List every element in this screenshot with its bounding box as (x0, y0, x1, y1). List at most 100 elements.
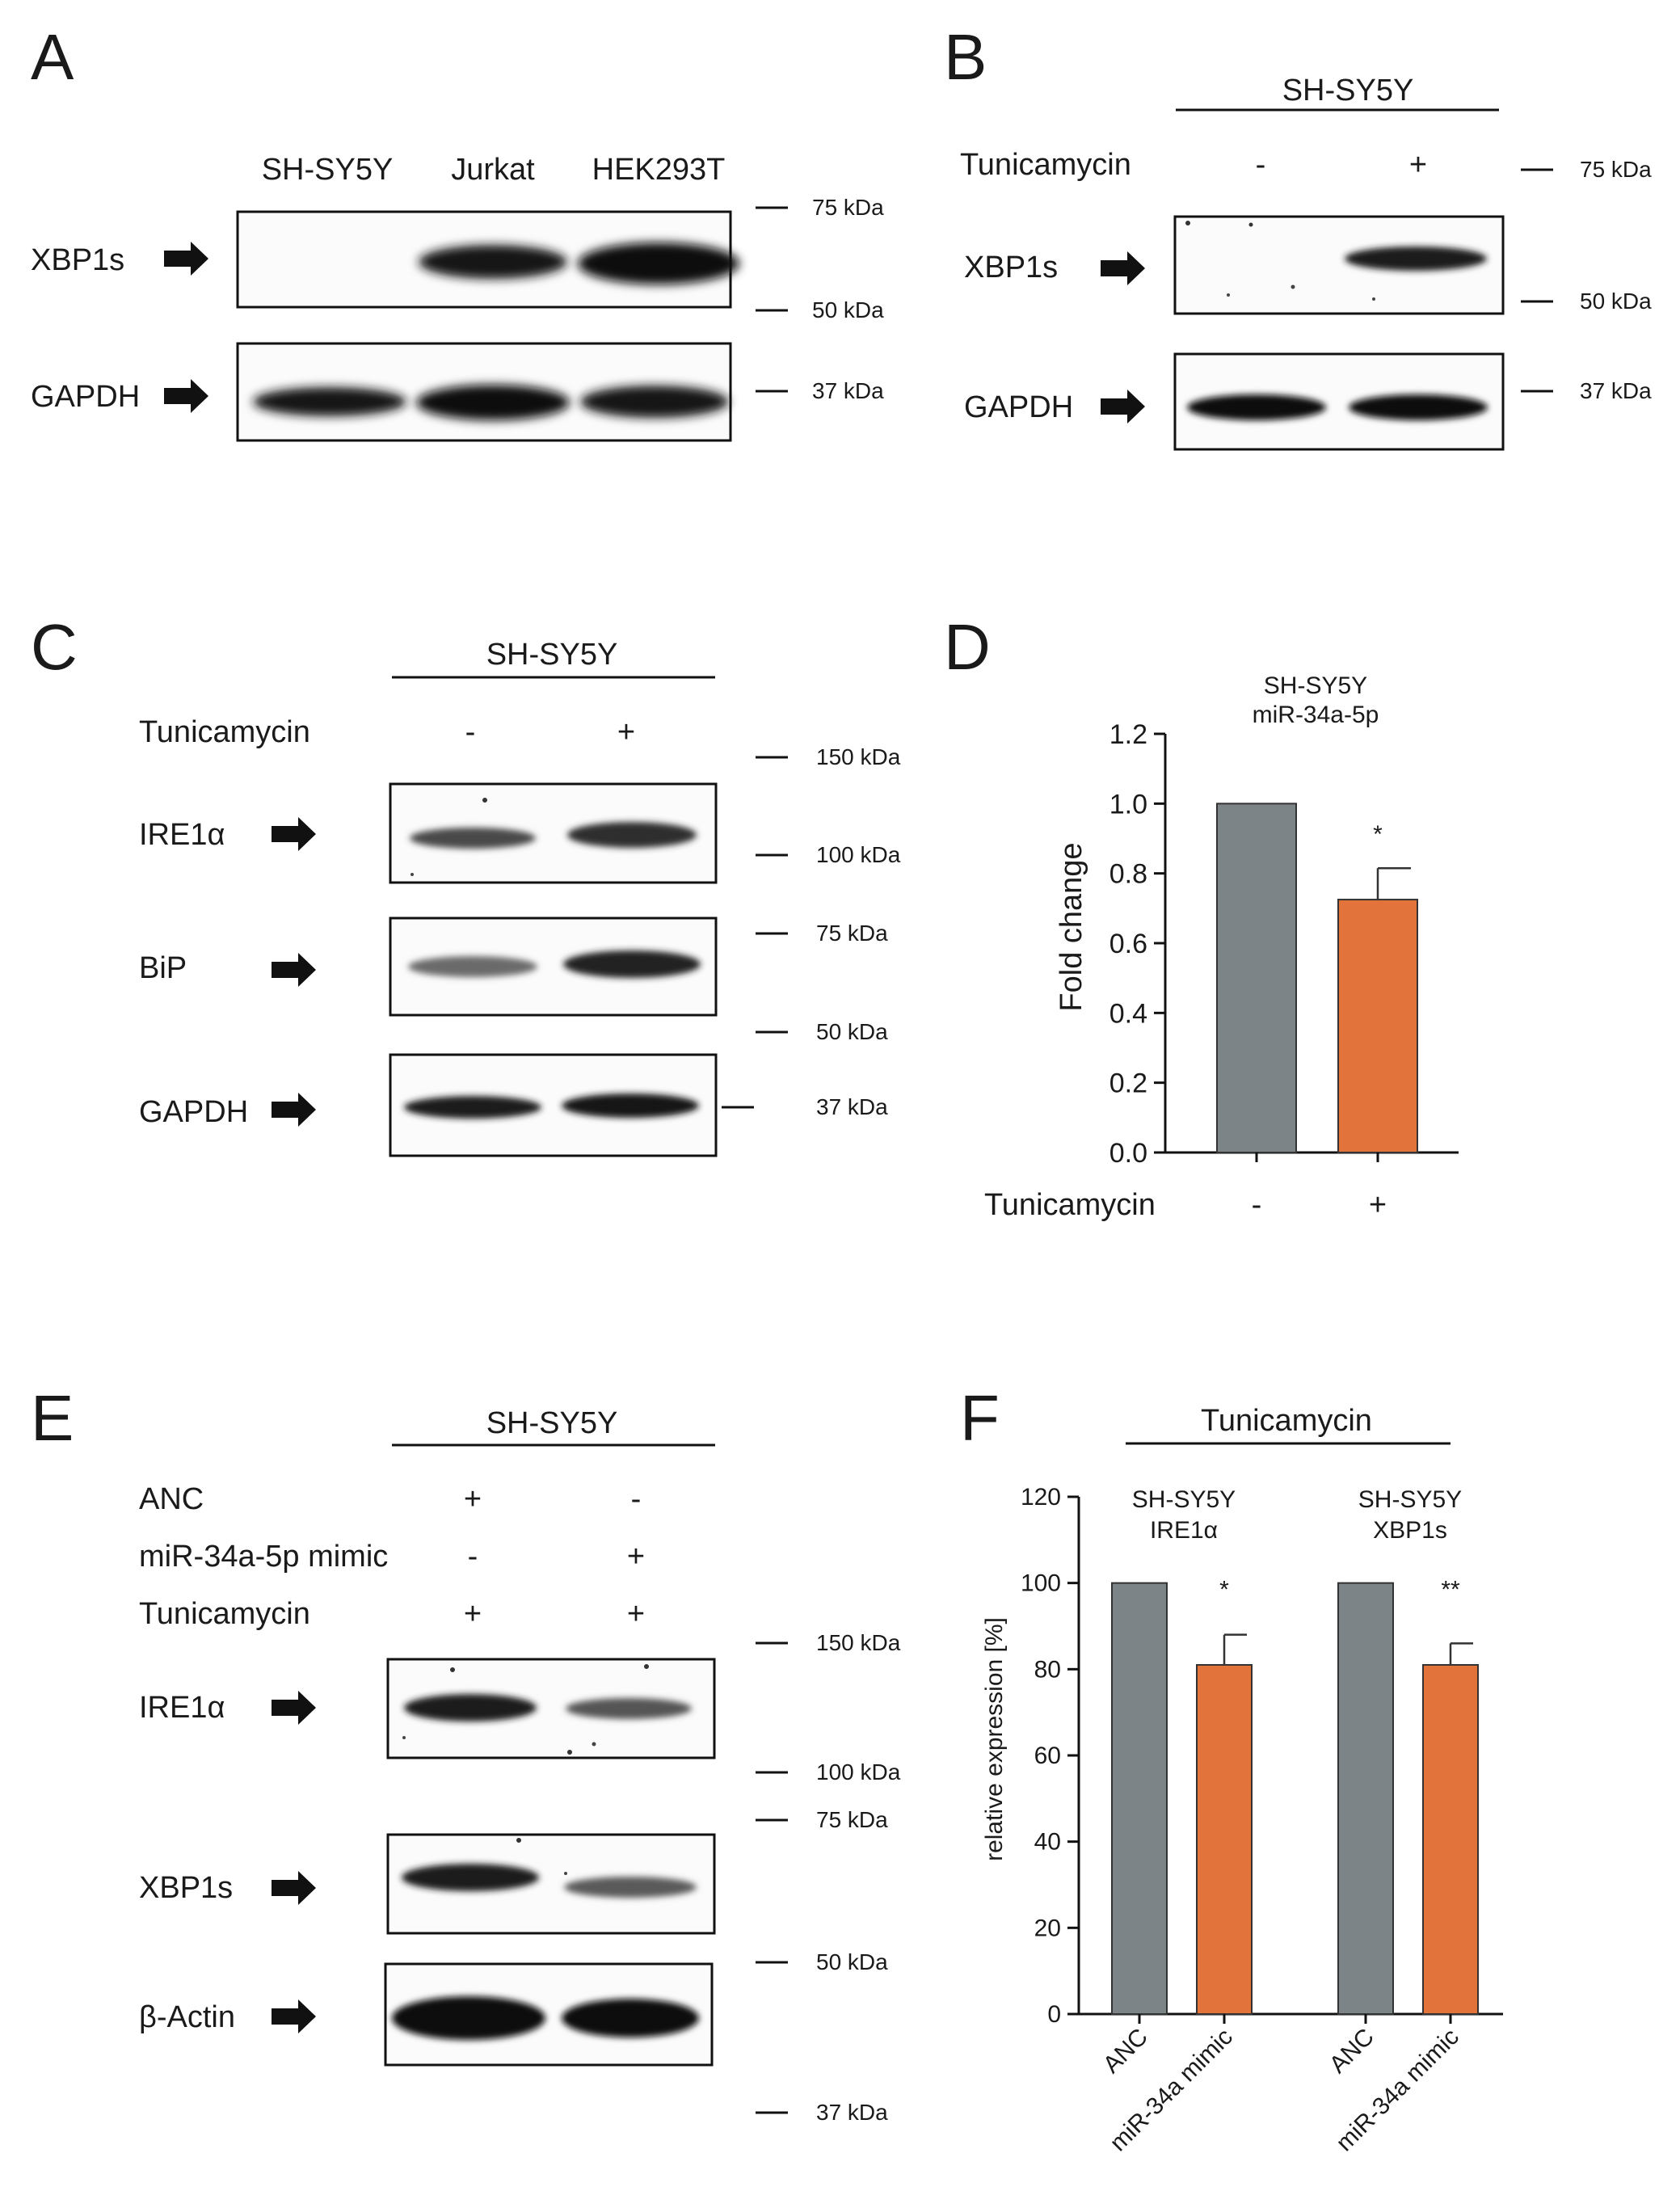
panel-c-row-ire1a: IRE1α (139, 818, 225, 852)
y-tick-label: 1.2 (1109, 719, 1147, 750)
arrow-icon (272, 1691, 316, 1725)
marker-label: 75 kDa (1580, 157, 1652, 182)
bar (1111, 1582, 1168, 2015)
panel-e-sign: + (627, 1540, 645, 1574)
marker-label: 50 kDa (816, 1019, 888, 1044)
panel-e-sign: - (631, 1482, 642, 1516)
y-tick-label: 1.0 (1109, 789, 1147, 820)
panel-e: E SH-SY5Y ANC miR-34a-5p mimic Tunicamyc… (31, 1382, 901, 2125)
panel-d-cond-2: + (1369, 1188, 1387, 1222)
panel-c-row-gapdh: GAPDH (139, 1095, 248, 1129)
panel-f-group-2-line2: XBP1s (1373, 1517, 1447, 1544)
y-tick-label: 0.2 (1109, 1068, 1147, 1099)
panel-f-group-1-line1: SH-SY5Y (1132, 1486, 1236, 1513)
panel-e-treatment-3: Tunicamycin (139, 1597, 310, 1631)
panel-c-letter: C (31, 611, 78, 683)
arrow-icon (164, 242, 208, 276)
band (562, 1094, 699, 1118)
panel-b-cond-2: + (1409, 148, 1427, 182)
y-tick-label: 0.0 (1109, 1138, 1147, 1169)
band (567, 822, 697, 848)
panel-a-row-gapdh: GAPDH (31, 380, 140, 414)
band (253, 387, 406, 416)
marker-label: 100 kDa (816, 1759, 901, 1785)
panel-a-lane-1: SH-SY5Y (262, 153, 394, 187)
panel-d-letter: D (944, 611, 991, 683)
arrow-icon (164, 379, 208, 413)
panel-e-treatment-2: miR-34a-5p mimic (139, 1540, 388, 1574)
panel-e-treatment-1: ANC (139, 1482, 204, 1516)
bar (1422, 1664, 1479, 2015)
arrow-icon (272, 1999, 316, 2033)
band (580, 386, 729, 418)
bar (1216, 803, 1297, 1153)
x-tick-label: ANC (1098, 2024, 1153, 2079)
panel-d-title-1: SH-SY5Y (1264, 672, 1367, 699)
panel-c-cond-1: - (465, 715, 476, 749)
band (562, 1999, 699, 2037)
panel-e-header: SH-SY5Y (486, 1406, 618, 1440)
panel-b-header: SH-SY5Y (1282, 74, 1414, 107)
panel-a-lane-3: HEK293T (592, 153, 726, 187)
y-tick-label: 120 (1021, 1484, 1061, 1511)
panel-e-letter: E (31, 1382, 74, 1454)
y-tick-label: 0.6 (1109, 929, 1147, 959)
marker-label: 37 kDa (1580, 378, 1652, 403)
marker-label: 75 kDa (812, 195, 884, 220)
panel-c-row-bip: BiP (139, 951, 187, 985)
band (564, 1877, 697, 1898)
marker-label: 50 kDa (812, 297, 884, 322)
panel-d-xlabel: Tunicamycin (984, 1188, 1156, 1222)
panel-b-letter: B (944, 21, 987, 93)
panel-a-letter: A (31, 21, 74, 93)
panel-f-group-1-line2: IRE1α (1150, 1517, 1218, 1544)
arrow-icon (1101, 390, 1145, 423)
marker-label: 37 kDa (812, 378, 884, 403)
bar (1337, 1582, 1394, 2015)
band (392, 1996, 545, 2040)
panel-b-treatment: Tunicamycin (960, 148, 1131, 182)
marker-label: 50 kDa (816, 1949, 888, 1974)
panel-d: D SH-SY5Y miR-34a-5p Fold change Tunicam… (944, 611, 1459, 1222)
marker-label: 50 kDa (1580, 289, 1652, 314)
panel-e-row-xbp1s: XBP1s (139, 1871, 233, 1905)
panel-e-sign: + (464, 1482, 482, 1516)
panel-e-sign: + (464, 1597, 482, 1631)
y-tick-label: 0 (1047, 2001, 1061, 2028)
y-tick-label: 60 (1034, 1742, 1061, 1769)
band (410, 828, 536, 849)
arrow-icon (272, 817, 316, 851)
band (566, 1698, 692, 1719)
marker-label: 37 kDa (816, 1094, 888, 1119)
band (416, 385, 570, 420)
bar (1337, 899, 1418, 1153)
panel-c-treatment: Tunicamycin (139, 715, 310, 749)
panel-f-header: Tunicamycin (1201, 1404, 1372, 1438)
panel-b: B SH-SY5Y Tunicamycin - + XBP1s GAPDH 75… (944, 21, 1652, 451)
band (1349, 394, 1488, 420)
panel-b-row-gapdh: GAPDH (964, 390, 1073, 424)
panel-f-group-2-line1: SH-SY5Y (1358, 1486, 1462, 1513)
panel-a-lane-2: Jurkat (451, 153, 535, 187)
panel-d-cond-1: - (1252, 1188, 1262, 1222)
panel-e-row-ire1a: IRE1α (139, 1691, 225, 1725)
x-tick-label: ANC (1324, 2024, 1379, 2079)
marker-label: 75 kDa (816, 921, 888, 946)
y-tick-label: 0.8 (1109, 859, 1147, 890)
panel-c-cond-2: + (617, 715, 635, 749)
y-tick-label: 0.4 (1109, 998, 1147, 1029)
bar (1196, 1664, 1253, 2015)
marker-label: 100 kDa (816, 842, 901, 867)
band (578, 242, 739, 284)
panel-b-row-xbp1s: XBP1s (964, 251, 1058, 284)
arrow-icon (272, 1871, 316, 1905)
arrow-icon (272, 953, 316, 987)
panel-e-row-actin: β-Actin (139, 2000, 235, 2034)
y-tick-label: 80 (1034, 1656, 1061, 1683)
panel-d-ylabel: Fold change (1055, 842, 1088, 1011)
y-tick-label: 20 (1034, 1915, 1061, 1941)
marker-label: 37 kDa (816, 2100, 888, 2125)
significance-label: * (1219, 1577, 1229, 1603)
band (402, 1864, 539, 1891)
